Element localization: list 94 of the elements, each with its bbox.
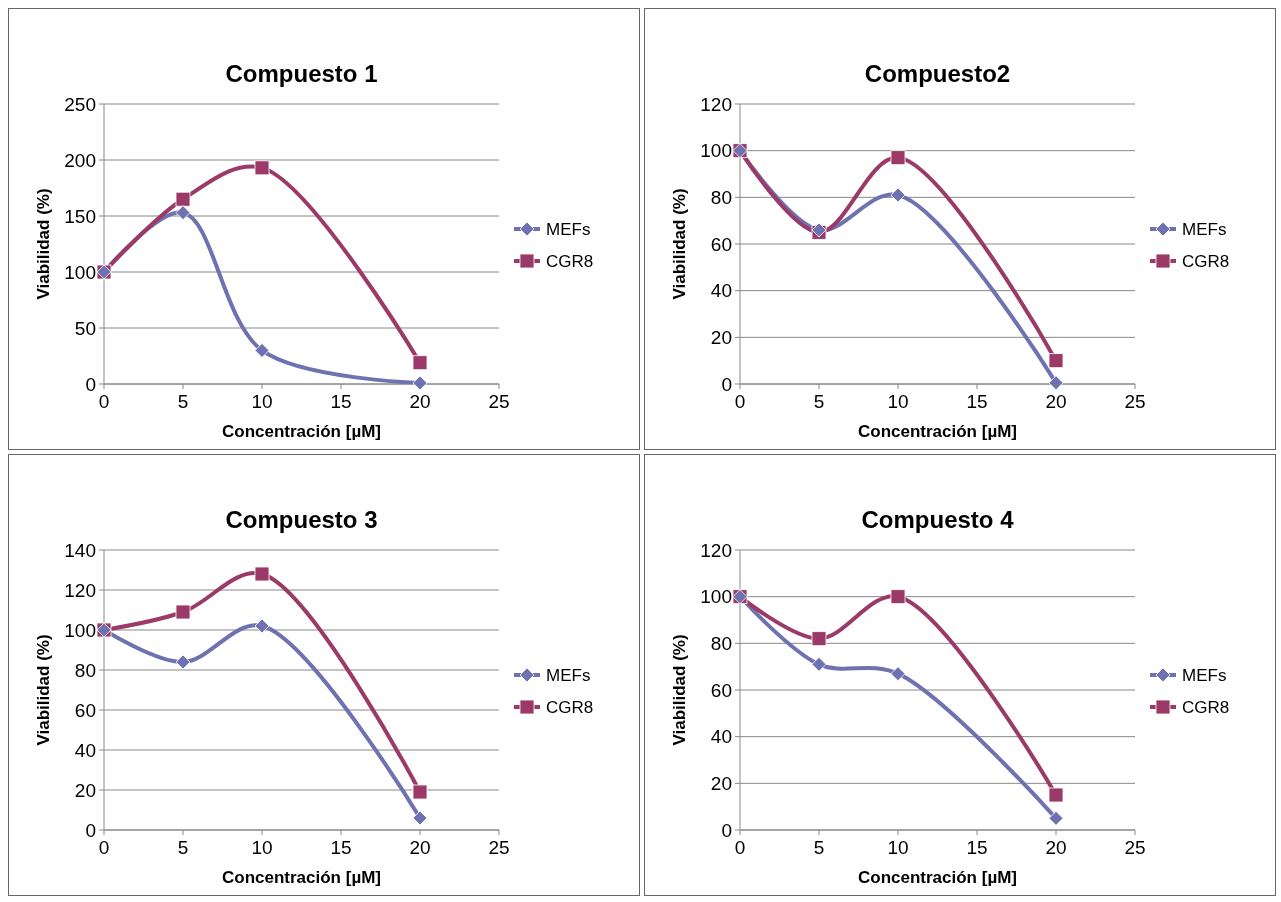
legend-label: MEFs	[1182, 665, 1227, 685]
y-tick-label: 0	[721, 373, 732, 395]
y-tick-label: 100	[64, 261, 96, 283]
y-tick-label: 120	[700, 93, 732, 115]
y-tick-label: 40	[710, 280, 732, 302]
y-axis-title: Viabilidad (%)	[34, 634, 53, 746]
point	[412, 355, 428, 371]
x-tick-label: 0	[98, 391, 110, 412]
point	[1048, 353, 1064, 369]
x-axis-title: Concentración [µM]	[221, 422, 382, 441]
x-tick-label: 25	[1124, 391, 1146, 412]
x-tick-label: 0	[734, 391, 746, 412]
y-tick-label: 200	[64, 149, 96, 171]
y-tick-label: 20	[74, 779, 96, 801]
x-tick-label: 25	[488, 837, 510, 858]
y-tick-label: 0	[85, 373, 96, 395]
x-axis-title: Concentración [µM]	[857, 422, 1018, 441]
x-tick-label: 10	[887, 391, 909, 412]
point	[890, 150, 906, 166]
y-tick-label: 0	[721, 819, 732, 841]
x-tick-label: 0	[734, 837, 746, 858]
y-axis-title: Viabilidad (%)	[34, 188, 53, 300]
point	[1048, 787, 1064, 803]
x-tick-label: 25	[488, 391, 510, 412]
y-tick-label: 50	[74, 317, 96, 339]
chart-title: Compuesto 4	[861, 506, 1015, 533]
y-tick-label: 20	[710, 326, 732, 348]
x-tick-label: 15	[330, 837, 352, 858]
point	[1048, 810, 1064, 826]
x-tick-label: 20	[409, 391, 431, 412]
y-tick-label: 60	[710, 233, 732, 255]
x-tick-label: 5	[813, 391, 825, 412]
y-tick-label: 120	[64, 579, 96, 601]
point	[1048, 375, 1064, 391]
point	[412, 810, 428, 826]
point	[890, 666, 906, 682]
x-tick-label: 15	[966, 837, 988, 858]
point	[175, 654, 191, 670]
y-tick-label: 100	[700, 586, 732, 608]
y-tick-label: 140	[64, 539, 96, 561]
y-tick-label: 20	[710, 772, 732, 794]
y-tick-label: 60	[710, 679, 732, 701]
point	[254, 343, 270, 358]
y-axis-title: Viabilidad (%)	[670, 634, 689, 746]
legend-label: MEFs	[1182, 219, 1227, 239]
point	[412, 784, 428, 800]
point	[811, 631, 827, 647]
x-tick-label: 20	[409, 837, 431, 858]
y-tick-label: 250	[64, 93, 96, 115]
x-tick-label: 5	[813, 837, 825, 858]
legend-label: MEFs	[546, 665, 591, 685]
x-tick-label: 10	[251, 391, 273, 412]
point	[890, 589, 906, 605]
x-axis-title: Concentración [µM]	[857, 868, 1018, 887]
y-axis-title: Viabilidad (%)	[670, 188, 689, 300]
point	[254, 566, 270, 582]
y-tick-label: 120	[700, 539, 732, 561]
point	[175, 604, 191, 620]
x-tick-label: 15	[330, 391, 352, 412]
point	[890, 187, 906, 203]
x-tick-label: 5	[177, 837, 189, 858]
x-tick-label: 15	[966, 391, 988, 412]
legend-label: CGR8	[1182, 251, 1230, 271]
y-tick-label: 60	[74, 699, 96, 721]
x-axis-title: Concentración [µM]	[221, 868, 382, 887]
x-tick-label: 10	[251, 837, 273, 858]
y-tick-label: 100	[700, 140, 732, 162]
x-tick-label: 10	[887, 837, 909, 858]
y-tick-label: 80	[710, 632, 732, 654]
point	[254, 618, 270, 634]
y-tick-label: 100	[64, 619, 96, 641]
chart-title: Compuesto 3	[225, 506, 378, 533]
y-tick-label: 150	[64, 205, 96, 227]
legend-label: CGR8	[546, 251, 594, 271]
legend-label: CGR8	[546, 697, 594, 717]
y-tick-label: 40	[710, 726, 732, 748]
point	[175, 191, 191, 207]
legend-label: CGR8	[1182, 697, 1230, 717]
x-tick-label: 20	[1045, 837, 1067, 858]
y-tick-label: 0	[85, 819, 96, 841]
chart-title: Compuesto2	[864, 60, 1011, 87]
x-tick-label: 0	[98, 837, 110, 858]
point	[811, 656, 827, 672]
y-tick-label: 40	[74, 739, 96, 761]
point	[254, 160, 270, 176]
x-tick-label: 25	[1124, 837, 1146, 858]
chart-title: Compuesto 1	[225, 60, 378, 87]
x-tick-label: 20	[1045, 391, 1067, 412]
y-tick-label: 80	[74, 659, 96, 681]
y-tick-label: 80	[710, 186, 732, 208]
legend-label: MEFs	[546, 219, 591, 239]
x-tick-label: 5	[177, 391, 189, 412]
point	[175, 205, 191, 221]
point	[412, 375, 428, 391]
